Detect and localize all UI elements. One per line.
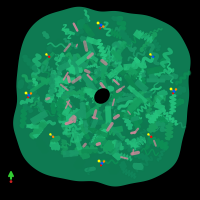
Circle shape	[28, 94, 30, 97]
Circle shape	[102, 25, 105, 28]
Circle shape	[149, 53, 152, 56]
Circle shape	[172, 92, 174, 94]
Circle shape	[173, 90, 175, 93]
Circle shape	[103, 160, 105, 163]
Circle shape	[100, 24, 102, 26]
Circle shape	[100, 164, 102, 166]
Circle shape	[45, 53, 48, 56]
Circle shape	[147, 133, 150, 136]
Ellipse shape	[94, 88, 110, 104]
Circle shape	[101, 162, 103, 165]
Circle shape	[98, 160, 100, 162]
Circle shape	[27, 96, 29, 98]
Circle shape	[170, 88, 172, 90]
Circle shape	[25, 92, 27, 94]
Circle shape	[49, 133, 52, 136]
Circle shape	[175, 88, 177, 91]
Circle shape	[10, 180, 12, 183]
Circle shape	[152, 56, 154, 58]
Circle shape	[30, 92, 32, 95]
Circle shape	[150, 136, 152, 138]
Circle shape	[97, 22, 99, 24]
Polygon shape	[13, 7, 191, 187]
Circle shape	[99, 27, 101, 29]
Circle shape	[52, 136, 54, 138]
Circle shape	[48, 56, 50, 58]
